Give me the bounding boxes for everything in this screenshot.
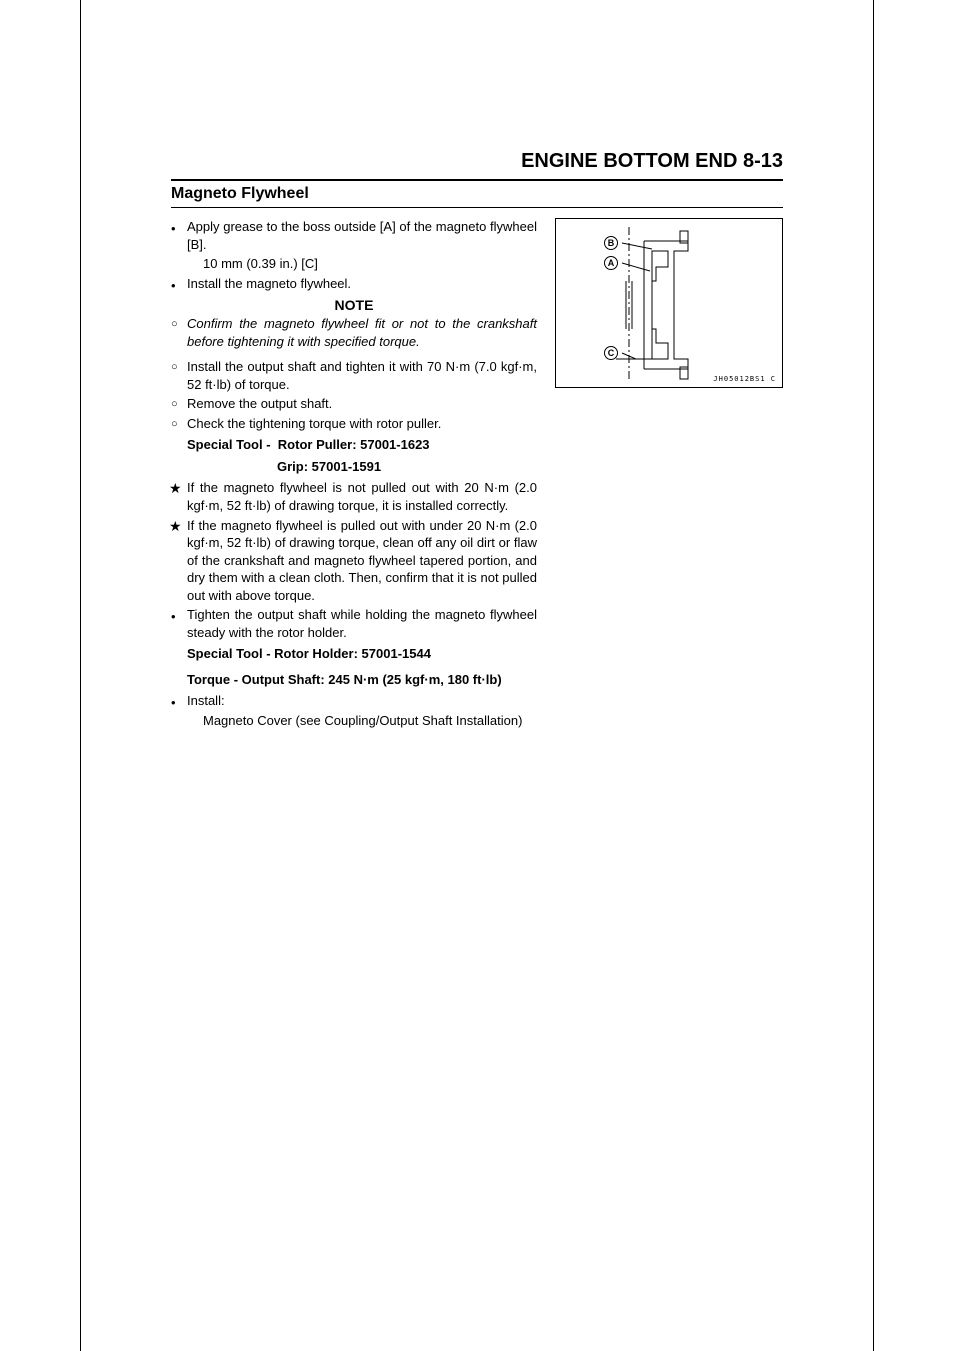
note-body: ○ Confirm the magneto flywheel fit or no… bbox=[171, 315, 537, 350]
step-text: Check the tightening torque with rotor p… bbox=[187, 416, 441, 431]
star-icon: ★ bbox=[169, 479, 182, 498]
sub-indent: 10 mm (0.39 in.) [C] bbox=[171, 255, 537, 273]
list-item: • Apply grease to the boss outside [A] o… bbox=[171, 218, 537, 253]
step-text: Tighten the output shaft while holding t… bbox=[187, 607, 537, 640]
step-text: If the magneto flywheel is not pulled ou… bbox=[187, 480, 537, 513]
diagram-svg bbox=[556, 219, 783, 388]
step-text: Install the output shaft and tighten it … bbox=[187, 359, 537, 392]
label-a: A bbox=[604, 256, 618, 270]
step-text: If the magneto flywheel is pulled out wi… bbox=[187, 518, 537, 603]
chapter-header: ENGINE BOTTOM END 8-13 bbox=[171, 150, 783, 181]
content-area: ENGINE BOTTOM END 8-13 Magneto Flywheel … bbox=[81, 0, 873, 732]
bullet-icon: • bbox=[171, 277, 176, 295]
circle-icon: ○ bbox=[171, 360, 178, 375]
label-b: B bbox=[604, 236, 618, 250]
note-text: Confirm the magneto flywheel fit or not … bbox=[187, 316, 537, 349]
list-item: ★ If the magneto flywheel is pulled out … bbox=[171, 517, 537, 605]
body-row: • Apply grease to the boss outside [A] o… bbox=[171, 218, 783, 732]
circle-icon: ○ bbox=[171, 317, 178, 332]
bullet-icon: • bbox=[171, 608, 176, 626]
list-item: ○ Install the output shaft and tighten i… bbox=[171, 358, 537, 393]
list-item: ○ Check the tightening torque with rotor… bbox=[171, 415, 537, 433]
section-header: Magneto Flywheel bbox=[171, 185, 783, 208]
tool-spec: Grip: 57001-1591 bbox=[171, 458, 537, 476]
circle-icon: ○ bbox=[171, 417, 178, 432]
text-column: • Apply grease to the boss outside [A] o… bbox=[171, 218, 537, 732]
torque-spec: Torque - Output Shaft: 245 N·m (25 kgf·m… bbox=[171, 671, 537, 689]
label-c: C bbox=[604, 346, 618, 360]
instruction-list: • Install the magneto flywheel. bbox=[171, 275, 537, 293]
list-item: ○ Remove the output shaft. bbox=[171, 395, 537, 413]
step-text: Install: bbox=[187, 693, 225, 708]
bullet-icon: • bbox=[171, 220, 176, 238]
figure-box: B A C JH05012BS1 C bbox=[555, 218, 783, 388]
figure-column: B A C JH05012BS1 C bbox=[555, 218, 783, 388]
tool-spec: Special Tool - Rotor Puller: 57001-1623 bbox=[171, 436, 537, 454]
list-item: • Install: bbox=[171, 692, 537, 710]
instruction-list: ○ Install the output shaft and tighten i… bbox=[171, 358, 537, 432]
instruction-list: • Install: bbox=[171, 692, 537, 710]
instruction-list: ★ If the magneto flywheel is not pulled … bbox=[171, 479, 537, 641]
step-text: Install the magneto flywheel. bbox=[187, 276, 351, 291]
tool-label: Special Tool - bbox=[187, 437, 271, 452]
tool-spec: Special Tool - Rotor Holder: 57001-1544 bbox=[171, 645, 537, 663]
star-icon: ★ bbox=[169, 517, 182, 536]
instruction-list: • Apply grease to the boss outside [A] o… bbox=[171, 218, 537, 253]
page-frame: ENGINE BOTTOM END 8-13 Magneto Flywheel … bbox=[80, 0, 874, 1351]
list-item: ★ If the magneto flywheel is not pulled … bbox=[171, 479, 537, 514]
figure-caption: JH05012BS1 C bbox=[713, 375, 776, 383]
note-heading: NOTE bbox=[171, 296, 537, 315]
list-item: • Tighten the output shaft while holding… bbox=[171, 606, 537, 641]
bullet-icon: • bbox=[171, 694, 176, 712]
tool-value: Rotor Puller: 57001-1623 bbox=[278, 437, 430, 452]
step-text: Remove the output shaft. bbox=[187, 396, 332, 411]
sub-indent: Magneto Cover (see Coupling/Output Shaft… bbox=[171, 712, 537, 730]
step-text: Apply grease to the boss outside [A] of … bbox=[187, 219, 537, 252]
circle-icon: ○ bbox=[171, 397, 178, 412]
list-item: • Install the magneto flywheel. bbox=[171, 275, 537, 293]
